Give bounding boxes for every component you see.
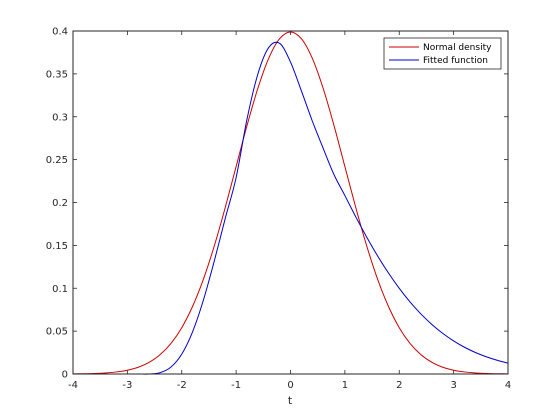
plot-box bbox=[72, 30, 509, 375]
legend: Normal density Fitted function bbox=[383, 37, 502, 70]
y-tick-label: 0.25 bbox=[46, 155, 68, 166]
x-tick-label: -4 bbox=[68, 380, 78, 391]
series-normal-density-line bbox=[72, 31, 509, 375]
x-tick-label: 2 bbox=[396, 380, 402, 391]
legend-label-normal-density: Normal density bbox=[423, 43, 492, 53]
legend-label-fitted-function: Fitted function bbox=[423, 56, 488, 66]
x-tick-label: -1 bbox=[231, 380, 241, 391]
x-tick-label: -3 bbox=[122, 380, 132, 391]
x-tick-label: 0 bbox=[287, 380, 293, 391]
y-tick-label: 0.4 bbox=[52, 27, 68, 38]
y-tick-label: 0.1 bbox=[52, 284, 68, 295]
legend-box bbox=[383, 37, 502, 70]
y-tick-label: 0.3 bbox=[52, 112, 68, 123]
y-tick-label: 0 bbox=[62, 370, 68, 381]
y-tick-label: 0.2 bbox=[52, 198, 68, 209]
x-axis-ticks: -4 -3 -2 -1 0 1 2 3 4 bbox=[68, 31, 511, 391]
y-tick-label: 0.35 bbox=[46, 69, 68, 80]
x-tick-label: 4 bbox=[505, 380, 511, 391]
y-tick-label: 0.15 bbox=[46, 241, 68, 252]
plot-area bbox=[73, 31, 508, 374]
y-tick-label: 0.05 bbox=[46, 327, 68, 338]
x-tick-label: 3 bbox=[450, 380, 456, 391]
x-tick-label: 1 bbox=[342, 380, 348, 391]
x-tick-label: -2 bbox=[177, 380, 187, 391]
x-axis-label: t bbox=[288, 394, 293, 407]
